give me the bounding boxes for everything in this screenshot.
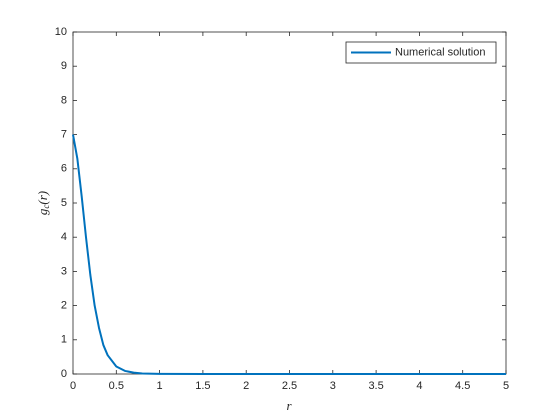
legend-box [345,41,497,64]
y-tick-label: 10 [55,26,67,38]
data-line [72,134,506,375]
x-tick-label: 4 [416,380,422,392]
x-tick-label: 0.5 [109,380,124,392]
x-tick-label: 1 [157,380,163,392]
x-tick-label: 4.5 [455,380,470,392]
y-label-sub: c [41,205,51,209]
legend-label: Numerical solution [395,46,485,58]
y-label-arg: (r) [35,191,50,205]
x-tick-label: 2 [243,380,249,392]
y-label-base: g [35,208,50,215]
y-tick-label: 6 [61,163,67,175]
x-tick-label: 0 [70,380,76,392]
y-tick-label: 7 [61,129,67,141]
y-tick-label: 9 [61,60,67,72]
y-tick-label: 1 [61,334,67,346]
y-axis-label: gc(r) [35,191,51,215]
x-axis-label: r [286,398,292,413]
y-tick-label: 5 [61,197,67,209]
y-tick-label: 8 [61,94,67,106]
x-tick-label: 5 [503,380,509,392]
x-tick-label: 2.5 [282,380,297,392]
y-tick-label: 3 [61,265,67,277]
y-tick-label: 0 [61,368,67,380]
x-tick-label: 1.5 [195,380,210,392]
y-tick-label: 2 [61,300,67,312]
x-tick-label: 3 [330,380,336,392]
x-tick-label: 3.5 [368,380,383,392]
y-tick-label: 4 [61,231,67,243]
axes-box [72,31,507,375]
